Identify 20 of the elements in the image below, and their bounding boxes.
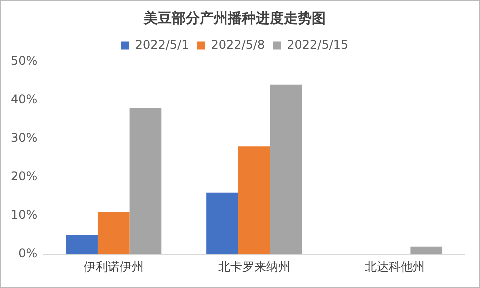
bar xyxy=(66,235,98,255)
x-tick-label: 北达科他州 xyxy=(364,260,425,274)
y-tick-label: 30% xyxy=(11,131,38,146)
bar xyxy=(410,246,443,255)
bar xyxy=(238,146,270,255)
bar xyxy=(98,212,130,255)
bar xyxy=(130,108,162,255)
y-tick-label: 20% xyxy=(11,170,38,184)
y-tick-label: 50% xyxy=(11,54,38,68)
y-tick-label: 0% xyxy=(18,246,38,261)
legend-label: 2022/5/15 xyxy=(287,38,349,52)
y-tick-label: 10% xyxy=(11,208,38,222)
x-tick-label: 北卡罗来纳州 xyxy=(218,260,290,274)
legend-label: 2022/5/8 xyxy=(211,38,266,52)
legend-label: 2022/5/1 xyxy=(135,38,190,52)
chart-title: 美豆部分产州播种进度走势图 xyxy=(143,10,326,28)
x-tick-label: 伊利诺伊州 xyxy=(84,260,144,274)
y-tick-label: 40% xyxy=(11,92,38,106)
bar xyxy=(206,192,238,255)
bar xyxy=(270,84,302,255)
